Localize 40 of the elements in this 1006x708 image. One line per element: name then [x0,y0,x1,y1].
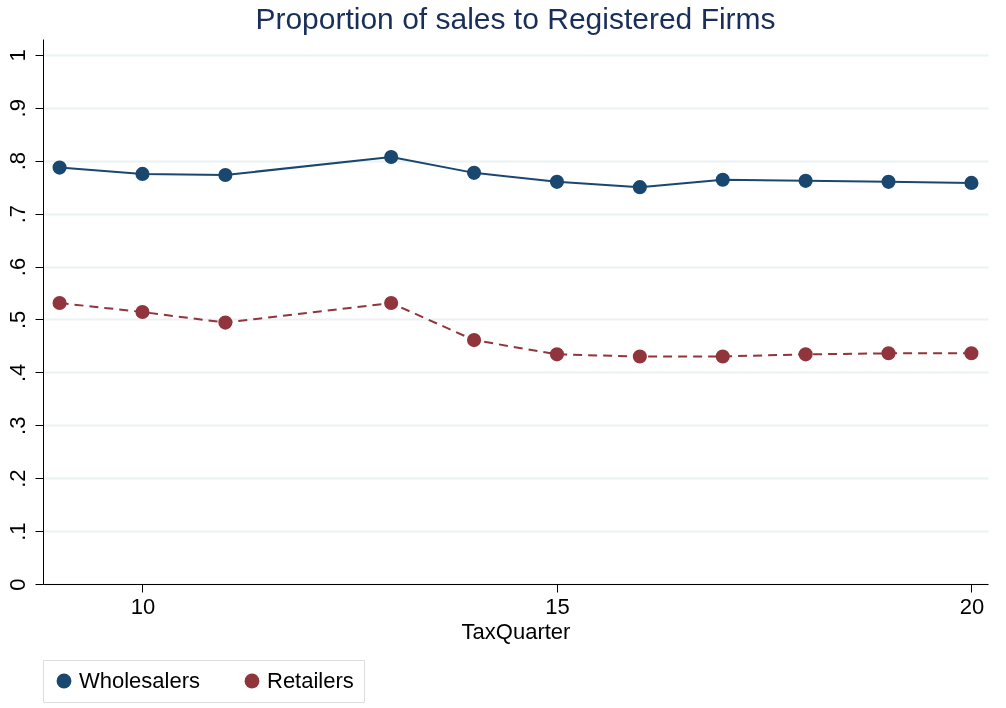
point [52,295,67,311]
y-tick-label: .9 [4,99,30,118]
y-tick-label: .8 [4,152,30,171]
point [466,333,482,348]
y-tick-label: .7 [4,204,30,224]
point [964,346,979,361]
y-tick-label: .6 [4,257,30,277]
point [218,315,233,330]
point [632,180,647,195]
y-tick-label: 0 [4,578,30,591]
y-tick-label: .2 [4,469,30,488]
point [881,346,896,361]
point [135,166,150,181]
y-tick-label: .4 [4,363,30,383]
point [384,149,399,165]
y-tick-label: .1 [4,522,30,541]
point [964,175,979,190]
y-tick-label: 1 [4,49,30,62]
legend-label: Retailers [267,668,354,693]
point [135,304,150,320]
x-tick-label: 10 [130,593,156,619]
point [384,295,399,311]
point [881,174,896,189]
point [52,160,67,175]
point [798,347,813,362]
point [549,347,565,362]
point [715,172,730,187]
point [218,167,233,183]
y-tick-label: .5 [4,310,30,330]
point [632,349,647,364]
point [798,173,813,188]
point [715,349,730,364]
x-tick-label: 20 [959,593,985,619]
x-tick-label: 15 [545,593,570,619]
legend-label: Wholesalers [79,668,201,693]
point [466,165,482,180]
chart-title: Proportion of sales to Registered Firms [255,2,776,35]
y-tick-label: .3 [4,416,30,435]
x-axis-title: TaxQuarter [461,618,571,644]
point [549,174,565,189]
